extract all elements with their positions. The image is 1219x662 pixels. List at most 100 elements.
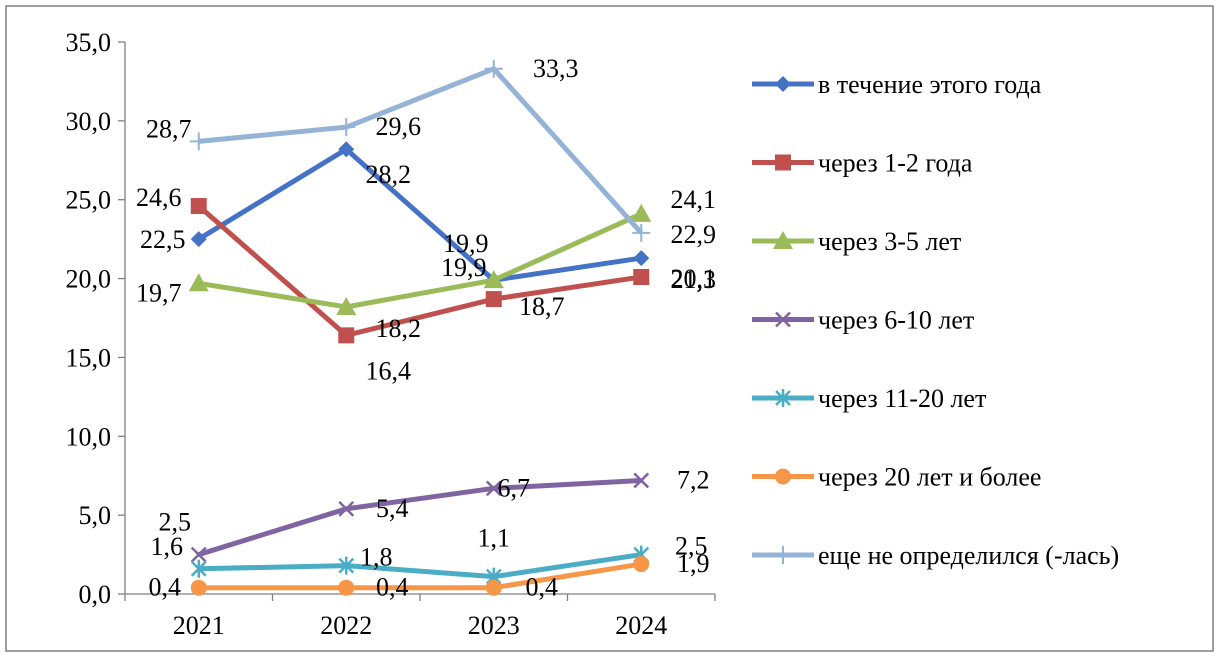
legend-entry: через 20 лет и более — [752, 463, 1041, 492]
data-point — [338, 327, 355, 344]
legend-label: через 11-20 лет — [818, 384, 986, 413]
data-label: 1,8 — [360, 543, 393, 572]
data-label: 0,4 — [526, 573, 559, 602]
square-marker — [775, 154, 791, 171]
data-label: 2,5 — [159, 508, 192, 537]
x-tick-label: 2022 — [320, 611, 372, 640]
series-line — [198, 211, 643, 310]
data-label: 24,6 — [136, 183, 182, 212]
data-point — [633, 268, 650, 285]
legend-entry: через 1-2 года — [752, 149, 973, 178]
triangle-marker — [631, 203, 652, 222]
data-label: 5,4 — [376, 494, 409, 523]
circle-marker — [338, 579, 355, 596]
data-label: 20,1 — [671, 264, 717, 293]
data-point — [338, 556, 355, 575]
triangle-marker — [188, 273, 209, 292]
data-point — [483, 270, 504, 289]
legend-label: через 20 лет и более — [818, 463, 1041, 492]
data-point — [631, 203, 652, 222]
y-tick-label: 15,0 — [66, 343, 112, 372]
circle-marker — [775, 468, 791, 485]
data-point — [190, 231, 207, 248]
square-marker — [190, 198, 207, 215]
series-line — [198, 66, 644, 235]
data-label: 19,9 — [443, 229, 489, 258]
y-tick-label: 10,0 — [66, 422, 112, 451]
plus-marker — [632, 223, 651, 242]
data-label: 18,2 — [376, 314, 422, 343]
series-line — [198, 561, 642, 591]
diamond-marker — [633, 250, 650, 267]
plus-marker — [774, 546, 792, 564]
legend-entry: в течение этого года — [752, 70, 1042, 99]
data-label: 0,4 — [376, 573, 409, 602]
legend-marker — [774, 546, 792, 564]
data-point — [189, 132, 208, 151]
x-marker — [190, 546, 207, 563]
data-label: 1,9 — [677, 549, 710, 578]
data-label: 24,1 — [671, 185, 717, 214]
data-point — [337, 118, 356, 137]
data-point — [338, 500, 355, 517]
y-tick-label: 30,0 — [66, 107, 112, 136]
y-tick-label: 35,0 — [66, 28, 112, 57]
data-label: 7,2 — [677, 465, 710, 494]
star-marker — [190, 559, 207, 578]
legend-label: через 1-2 года — [818, 149, 973, 178]
square-marker — [633, 268, 650, 285]
legend-marker — [775, 468, 791, 485]
x-tick-label: 2023 — [468, 611, 520, 640]
plus-marker — [484, 59, 503, 78]
data-label: 28,2 — [366, 160, 412, 189]
y-tick-label: 0,0 — [79, 580, 112, 609]
circle-marker — [190, 579, 207, 596]
data-point — [633, 472, 650, 489]
circle-marker — [633, 556, 650, 573]
data-label: 22,9 — [671, 220, 717, 249]
legend-marker — [775, 389, 791, 407]
data-label: 28,7 — [146, 114, 192, 143]
x-tick-label: 2021 — [173, 611, 225, 640]
legend-entry: через 3-5 лет — [752, 227, 961, 256]
data-point — [190, 546, 207, 563]
x-marker — [485, 480, 502, 497]
diamond-marker — [190, 231, 207, 248]
y-tick-label: 5,0 — [79, 501, 112, 530]
legend-entry: через 6-10 лет — [752, 306, 974, 335]
data-label: 6,7 — [498, 473, 531, 502]
triangle-marker — [773, 231, 793, 249]
data-point — [190, 198, 207, 215]
data-point — [632, 223, 651, 242]
data-label: 0,4 — [149, 573, 182, 602]
legend: в течение этого года через 1-2 года через … — [752, 70, 1119, 570]
data-label: 29,6 — [376, 112, 422, 141]
data-point — [485, 291, 502, 308]
data-label: 19,7 — [136, 278, 182, 307]
square-marker — [485, 291, 502, 308]
data-label: 33,3 — [533, 54, 579, 83]
square-marker — [338, 327, 355, 344]
legend-label: через 6-10 лет — [818, 306, 974, 335]
data-point — [633, 250, 650, 267]
circle-marker — [485, 579, 502, 596]
data-point — [485, 480, 502, 497]
legend-label: через 3-5 лет — [818, 227, 961, 256]
data-point — [485, 579, 502, 596]
series-line — [197, 146, 642, 283]
series-line — [198, 552, 642, 580]
triangle-marker — [336, 296, 357, 315]
chart-frame — [5, 5, 1214, 652]
legend-entry: через 11-20 лет — [752, 384, 986, 413]
data-point — [338, 141, 355, 158]
star-marker — [775, 389, 791, 407]
series-line — [197, 204, 642, 338]
data-point — [336, 296, 357, 315]
data-label: 1,6 — [151, 532, 184, 561]
diamond-marker — [775, 76, 791, 92]
data-label: 16,4 — [366, 356, 412, 385]
data-point — [190, 579, 207, 596]
legend-marker — [773, 231, 793, 249]
plus-marker — [189, 132, 208, 151]
